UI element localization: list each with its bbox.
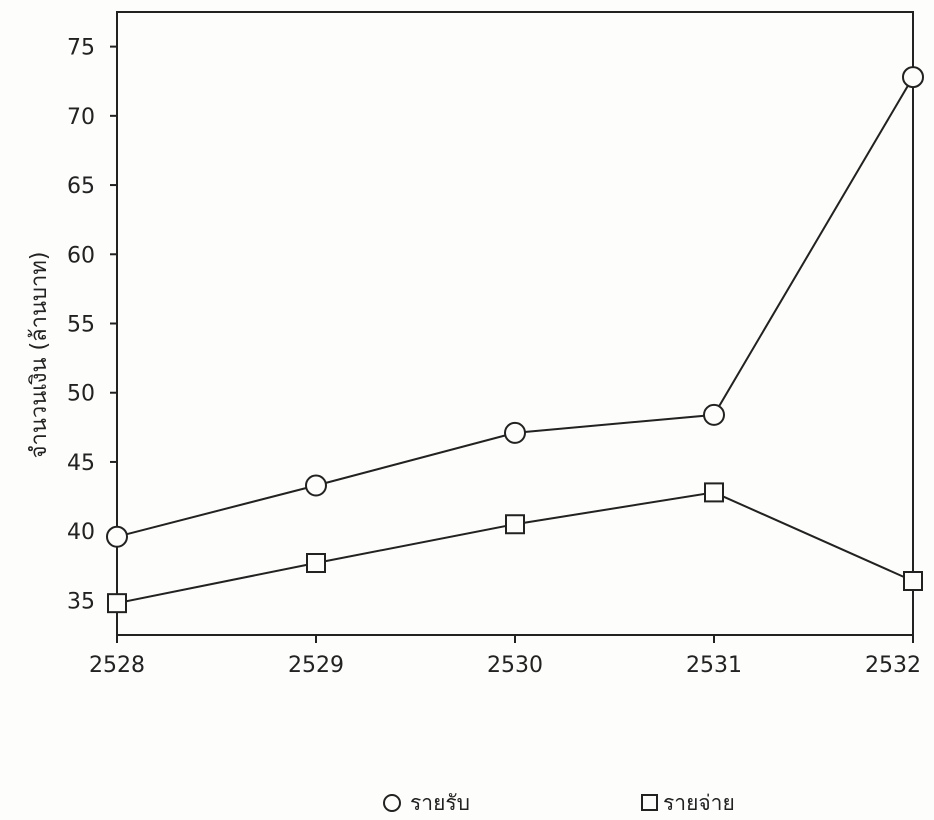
y-tick-label: 75 bbox=[67, 36, 95, 61]
series-line-income bbox=[116, 76, 914, 538]
series-layer bbox=[106, 66, 924, 614]
x-axis-ticks: 2528 2529 2530 2531 2532 bbox=[89, 635, 921, 678]
y-tick-label: 50 bbox=[67, 382, 95, 407]
expense-point bbox=[306, 553, 326, 574]
x-tick-label: 2531 bbox=[686, 653, 742, 678]
legend-item-expense: รายจ่าย bbox=[641, 791, 735, 815]
income-point bbox=[902, 66, 924, 89]
y-tick-label: 55 bbox=[67, 313, 95, 338]
x-tick-label: 2529 bbox=[288, 653, 344, 678]
legend-label-expense: รายจ่าย bbox=[663, 791, 735, 815]
y-tick-label: 35 bbox=[67, 589, 95, 614]
expense-point bbox=[107, 593, 127, 614]
expense-point bbox=[704, 482, 724, 503]
x-tick-label: 2530 bbox=[487, 653, 543, 678]
x-tick-label: 2532 bbox=[865, 653, 921, 678]
income-point bbox=[504, 421, 526, 444]
y-tick-label: 65 bbox=[67, 174, 95, 199]
plot-frame bbox=[116, 11, 914, 636]
income-point bbox=[106, 525, 128, 548]
income-point bbox=[703, 403, 725, 426]
y-tick-label: 40 bbox=[67, 520, 95, 545]
y-axis-title: จำนวนเงิน (ล้านบาท) bbox=[27, 252, 52, 459]
y-axis-ticks: 35 40 45 50 55 60 65 70 75 bbox=[67, 36, 117, 614]
y-tick-label: 45 bbox=[67, 451, 95, 476]
legend: รายรับ รายจ่าย bbox=[383, 791, 735, 815]
series-line-expense bbox=[116, 491, 914, 605]
legend-square-marker-icon bbox=[641, 794, 658, 811]
expense-point bbox=[505, 514, 525, 535]
legend-item-income: รายรับ bbox=[383, 791, 470, 815]
legend-label-income: รายรับ bbox=[410, 791, 470, 815]
income-point bbox=[305, 474, 327, 497]
legend-circle-marker-icon bbox=[383, 794, 401, 812]
expense-point bbox=[903, 571, 923, 592]
y-tick-label: 70 bbox=[67, 105, 95, 130]
y-tick-label: 60 bbox=[67, 243, 95, 268]
x-tick-label: 2528 bbox=[89, 653, 145, 678]
